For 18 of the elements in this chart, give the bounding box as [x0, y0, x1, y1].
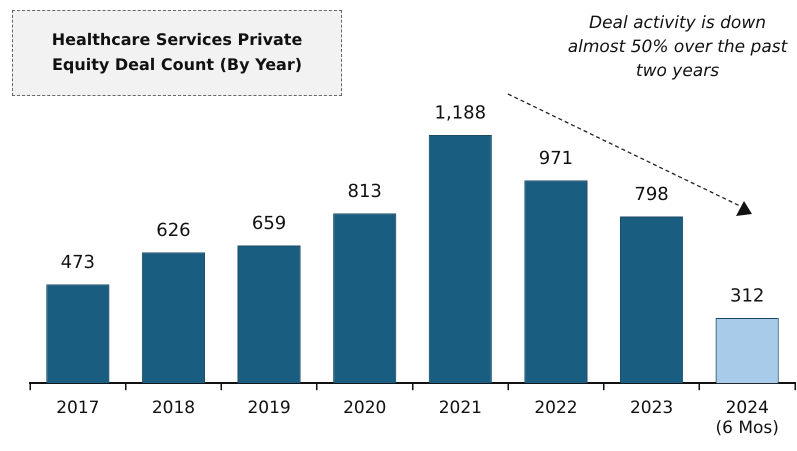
x-tick-label: 2022 — [534, 398, 578, 418]
x-tick-label: 2020 — [343, 398, 386, 418]
x-tick-label: 2017 — [56, 398, 100, 418]
data-label: 813 — [348, 181, 382, 202]
data-label: 473 — [60, 252, 95, 274]
data-label: 971 — [538, 148, 574, 170]
data-label: 659 — [252, 213, 286, 234]
data-label: 312 — [730, 286, 764, 307]
data-label: 1,188 — [434, 102, 486, 124]
text: Deal activity is down almost 50% over the past two years — [566, 12, 789, 83]
chart-title: Healthcare Services Private Equity Deal Count (By Year) — [12, 10, 342, 96]
data-label: 626 — [156, 220, 191, 242]
x-tick-label: 2024 (6 Mos) — [715, 398, 779, 438]
x-tick-label: 2018 — [152, 398, 196, 418]
data-label: 798 — [634, 184, 669, 206]
x-tick-label: 2023 — [630, 398, 674, 418]
x-tick-label: 2021 — [438, 398, 482, 418]
x-tick-label: 2019 — [247, 398, 291, 418]
